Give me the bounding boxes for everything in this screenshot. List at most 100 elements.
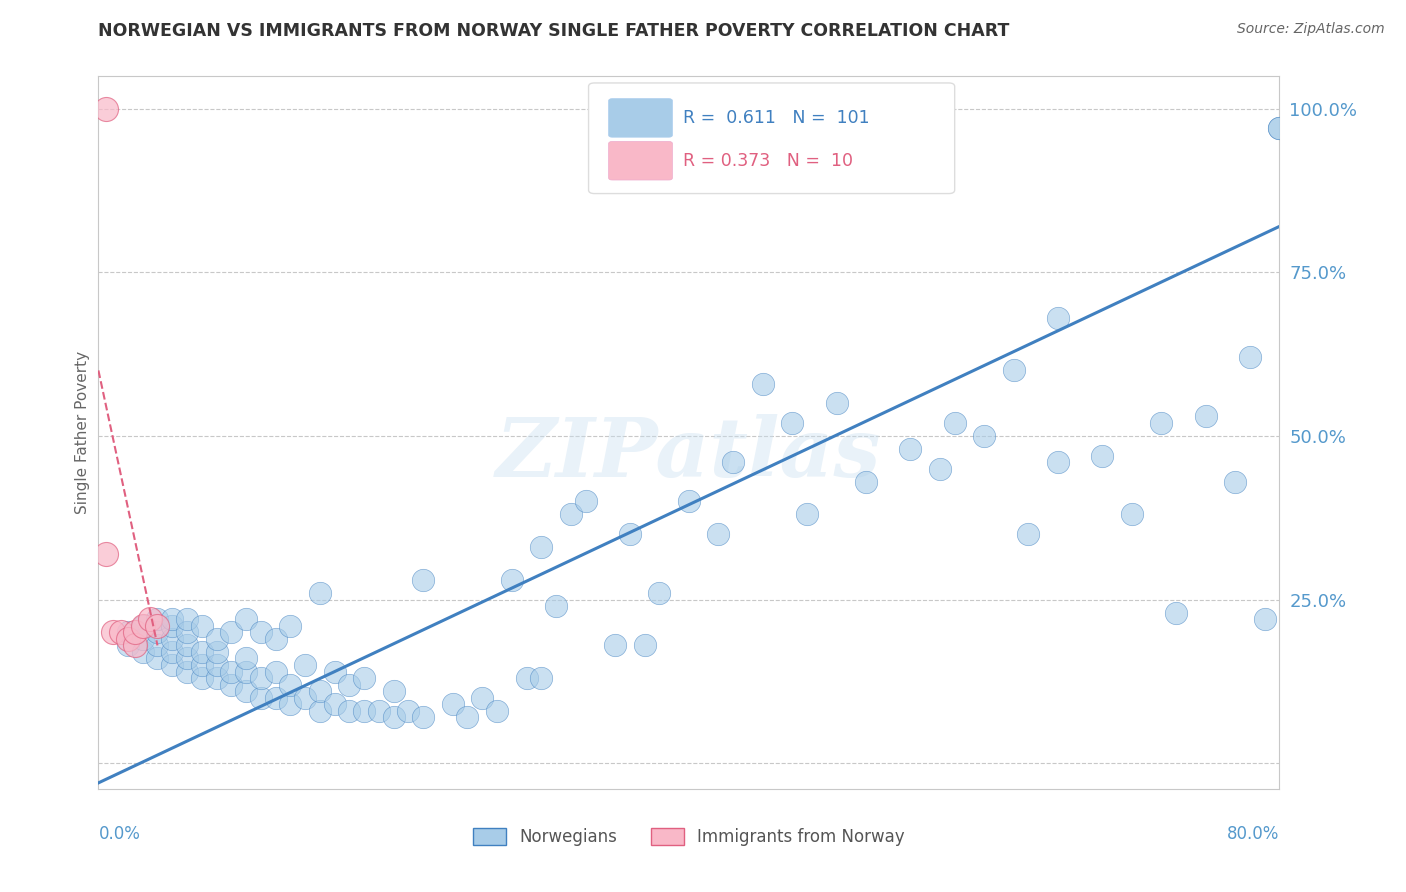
Point [560,508,582,522]
Point [678,494,700,508]
Point [235,684,257,698]
Point [176,625,198,640]
Point [278,619,302,633]
Point [530,540,553,554]
Point [619,527,641,541]
Point [191,645,214,659]
Point [132,645,155,659]
Point [382,710,405,724]
Point [456,710,478,724]
FancyBboxPatch shape [609,99,672,137]
Point [471,690,494,705]
Point [110,625,132,640]
Point [176,665,198,679]
Point [515,671,537,685]
Point [943,416,966,430]
Point [323,698,346,712]
Point [1121,508,1143,522]
Point [124,625,146,640]
Point [1150,416,1173,430]
Point [132,619,155,633]
Point [353,704,375,718]
Text: NORWEGIAN VS IMMIGRANTS FROM NORWAY SINGLE FATHER POVERTY CORRELATION CHART: NORWEGIAN VS IMMIGRANTS FROM NORWAY SING… [98,22,1010,40]
Point [605,639,627,653]
Point [132,632,155,646]
Text: ZIPatlas: ZIPatlas [496,414,882,494]
Point [1017,527,1039,541]
Point [309,704,332,718]
Point [486,704,509,718]
Text: 80.0%: 80.0% [1227,825,1279,843]
Text: Source: ZipAtlas.com: Source: ZipAtlas.com [1237,22,1385,37]
Point [353,671,375,685]
Point [235,612,257,626]
Point [103,625,125,640]
Point [278,698,302,712]
Point [146,619,169,633]
Point [501,573,523,587]
Legend: Norwegians, Immigrants from Norway: Norwegians, Immigrants from Norway [467,821,911,853]
Point [235,665,257,679]
Point [205,671,228,685]
Point [94,102,117,116]
Point [648,586,671,600]
Point [928,461,950,475]
Point [723,455,745,469]
Point [782,416,804,430]
FancyBboxPatch shape [609,142,672,180]
Point [132,619,155,633]
Point [1046,455,1069,469]
Point [264,632,287,646]
Point [1239,351,1261,365]
Point [1195,409,1218,424]
Point [707,527,730,541]
Point [205,632,228,646]
Point [1046,311,1069,326]
Point [309,684,332,698]
Point [117,625,139,640]
Text: 0.0%: 0.0% [98,825,141,843]
Point [176,612,198,626]
Point [412,573,434,587]
Point [278,678,302,692]
Point [250,625,273,640]
Point [441,698,464,712]
Point [633,639,655,653]
Y-axis label: Single Father Poverty: Single Father Poverty [75,351,90,514]
Point [796,508,818,522]
Point [294,690,316,705]
Point [94,547,117,561]
Point [162,632,183,646]
Point [219,678,242,692]
Point [546,599,568,613]
Text: R =  0.611   N =  101: R = 0.611 N = 101 [683,109,870,127]
Point [1091,449,1114,463]
Point [219,665,242,679]
Point [139,612,162,626]
Point [1002,363,1025,377]
Point [1254,612,1277,626]
Point [146,651,169,665]
Point [219,625,242,640]
Point [205,658,228,673]
Point [368,704,391,718]
Point [855,475,877,489]
Point [1223,475,1246,489]
Point [751,376,773,391]
Point [117,639,139,653]
Point [191,658,214,673]
Point [294,658,316,673]
Point [191,619,214,633]
Text: R = 0.373   N =  10: R = 0.373 N = 10 [683,152,853,169]
Point [339,678,360,692]
Point [396,704,419,718]
Point [309,586,332,600]
Point [250,671,273,685]
Point [117,632,139,646]
Point [191,671,214,685]
Point [1268,121,1291,136]
Point [124,639,146,653]
Point [250,690,273,705]
Point [162,612,183,626]
Point [323,665,346,679]
